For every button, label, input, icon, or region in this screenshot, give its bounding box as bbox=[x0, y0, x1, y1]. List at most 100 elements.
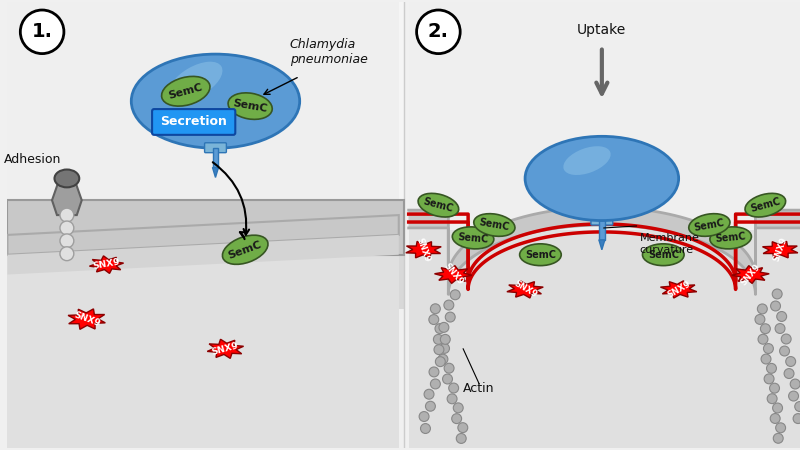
Text: 2.: 2. bbox=[428, 22, 449, 41]
Text: SemC: SemC bbox=[714, 232, 746, 244]
Circle shape bbox=[430, 304, 440, 314]
Text: SNX9: SNX9 bbox=[211, 341, 240, 357]
Circle shape bbox=[435, 324, 445, 333]
Circle shape bbox=[60, 234, 74, 248]
Polygon shape bbox=[434, 266, 472, 284]
FancyBboxPatch shape bbox=[599, 220, 605, 240]
Text: SemC: SemC bbox=[648, 250, 678, 260]
Text: SNX9: SNX9 bbox=[772, 236, 789, 263]
Circle shape bbox=[456, 433, 466, 443]
Text: SNX9: SNX9 bbox=[415, 236, 432, 263]
Circle shape bbox=[439, 343, 450, 353]
Ellipse shape bbox=[710, 227, 751, 249]
Polygon shape bbox=[68, 309, 106, 329]
Circle shape bbox=[444, 363, 454, 373]
Text: Chlamydia
pneumoniae: Chlamydia pneumoniae bbox=[290, 39, 368, 67]
FancyBboxPatch shape bbox=[409, 2, 800, 230]
Circle shape bbox=[449, 383, 458, 393]
Circle shape bbox=[446, 312, 455, 322]
FancyBboxPatch shape bbox=[7, 2, 398, 230]
Polygon shape bbox=[90, 256, 123, 274]
Polygon shape bbox=[406, 241, 442, 258]
Circle shape bbox=[763, 344, 774, 354]
Ellipse shape bbox=[418, 194, 458, 217]
Circle shape bbox=[438, 354, 448, 364]
Circle shape bbox=[790, 379, 800, 389]
Circle shape bbox=[434, 334, 443, 344]
Text: SemC: SemC bbox=[525, 250, 556, 260]
Circle shape bbox=[424, 389, 434, 399]
Polygon shape bbox=[732, 266, 770, 284]
Circle shape bbox=[767, 394, 777, 404]
Circle shape bbox=[426, 401, 435, 411]
Circle shape bbox=[435, 357, 446, 367]
Text: SemC: SemC bbox=[749, 196, 782, 214]
Circle shape bbox=[452, 414, 462, 423]
Text: SNX9: SNX9 bbox=[92, 258, 121, 271]
Circle shape bbox=[773, 403, 782, 413]
Ellipse shape bbox=[745, 194, 786, 217]
Ellipse shape bbox=[169, 62, 222, 101]
Text: SemC: SemC bbox=[227, 239, 263, 261]
Circle shape bbox=[430, 379, 440, 389]
Text: Adhesion: Adhesion bbox=[3, 153, 61, 166]
Polygon shape bbox=[213, 167, 218, 177]
Text: SNX9: SNX9 bbox=[739, 262, 762, 287]
Text: SNX9: SNX9 bbox=[512, 279, 538, 300]
Circle shape bbox=[440, 334, 450, 344]
Circle shape bbox=[758, 334, 768, 344]
Circle shape bbox=[793, 414, 800, 423]
Circle shape bbox=[764, 374, 774, 384]
Circle shape bbox=[779, 346, 790, 356]
Text: 1.: 1. bbox=[32, 22, 53, 41]
Ellipse shape bbox=[222, 235, 268, 264]
Circle shape bbox=[770, 383, 779, 393]
Ellipse shape bbox=[642, 244, 684, 266]
Circle shape bbox=[429, 315, 438, 324]
Circle shape bbox=[794, 401, 800, 411]
Text: Secretion: Secretion bbox=[160, 116, 227, 128]
Circle shape bbox=[442, 374, 453, 384]
Ellipse shape bbox=[131, 54, 300, 148]
FancyBboxPatch shape bbox=[591, 215, 613, 225]
Polygon shape bbox=[207, 339, 243, 358]
Circle shape bbox=[761, 324, 770, 334]
Circle shape bbox=[447, 394, 457, 404]
Polygon shape bbox=[52, 180, 82, 215]
Circle shape bbox=[60, 208, 74, 222]
Polygon shape bbox=[762, 241, 798, 258]
Circle shape bbox=[789, 391, 798, 401]
Polygon shape bbox=[507, 281, 543, 298]
Circle shape bbox=[772, 289, 782, 299]
Circle shape bbox=[774, 433, 783, 443]
Ellipse shape bbox=[689, 214, 730, 236]
FancyBboxPatch shape bbox=[205, 143, 226, 153]
Circle shape bbox=[417, 10, 460, 54]
Text: Uptake: Uptake bbox=[578, 23, 626, 37]
Circle shape bbox=[454, 403, 463, 413]
Text: SemC: SemC bbox=[694, 217, 726, 233]
Circle shape bbox=[761, 354, 771, 364]
Circle shape bbox=[60, 221, 74, 235]
Ellipse shape bbox=[474, 214, 515, 236]
Ellipse shape bbox=[452, 227, 494, 249]
FancyBboxPatch shape bbox=[213, 148, 218, 167]
Text: SNX9: SNX9 bbox=[666, 279, 692, 300]
Circle shape bbox=[766, 364, 777, 374]
Circle shape bbox=[770, 301, 781, 311]
Circle shape bbox=[20, 10, 64, 54]
Text: SemC: SemC bbox=[232, 98, 268, 114]
FancyBboxPatch shape bbox=[152, 109, 235, 135]
Polygon shape bbox=[661, 281, 697, 298]
Circle shape bbox=[777, 311, 786, 321]
Circle shape bbox=[775, 324, 785, 333]
Polygon shape bbox=[7, 215, 398, 255]
Circle shape bbox=[419, 412, 429, 422]
Circle shape bbox=[60, 247, 74, 261]
FancyBboxPatch shape bbox=[7, 2, 398, 448]
Text: SemC: SemC bbox=[478, 217, 510, 233]
Ellipse shape bbox=[54, 170, 79, 187]
Circle shape bbox=[450, 290, 460, 300]
Text: Membrane
curvature: Membrane curvature bbox=[639, 233, 699, 255]
Ellipse shape bbox=[525, 136, 678, 220]
